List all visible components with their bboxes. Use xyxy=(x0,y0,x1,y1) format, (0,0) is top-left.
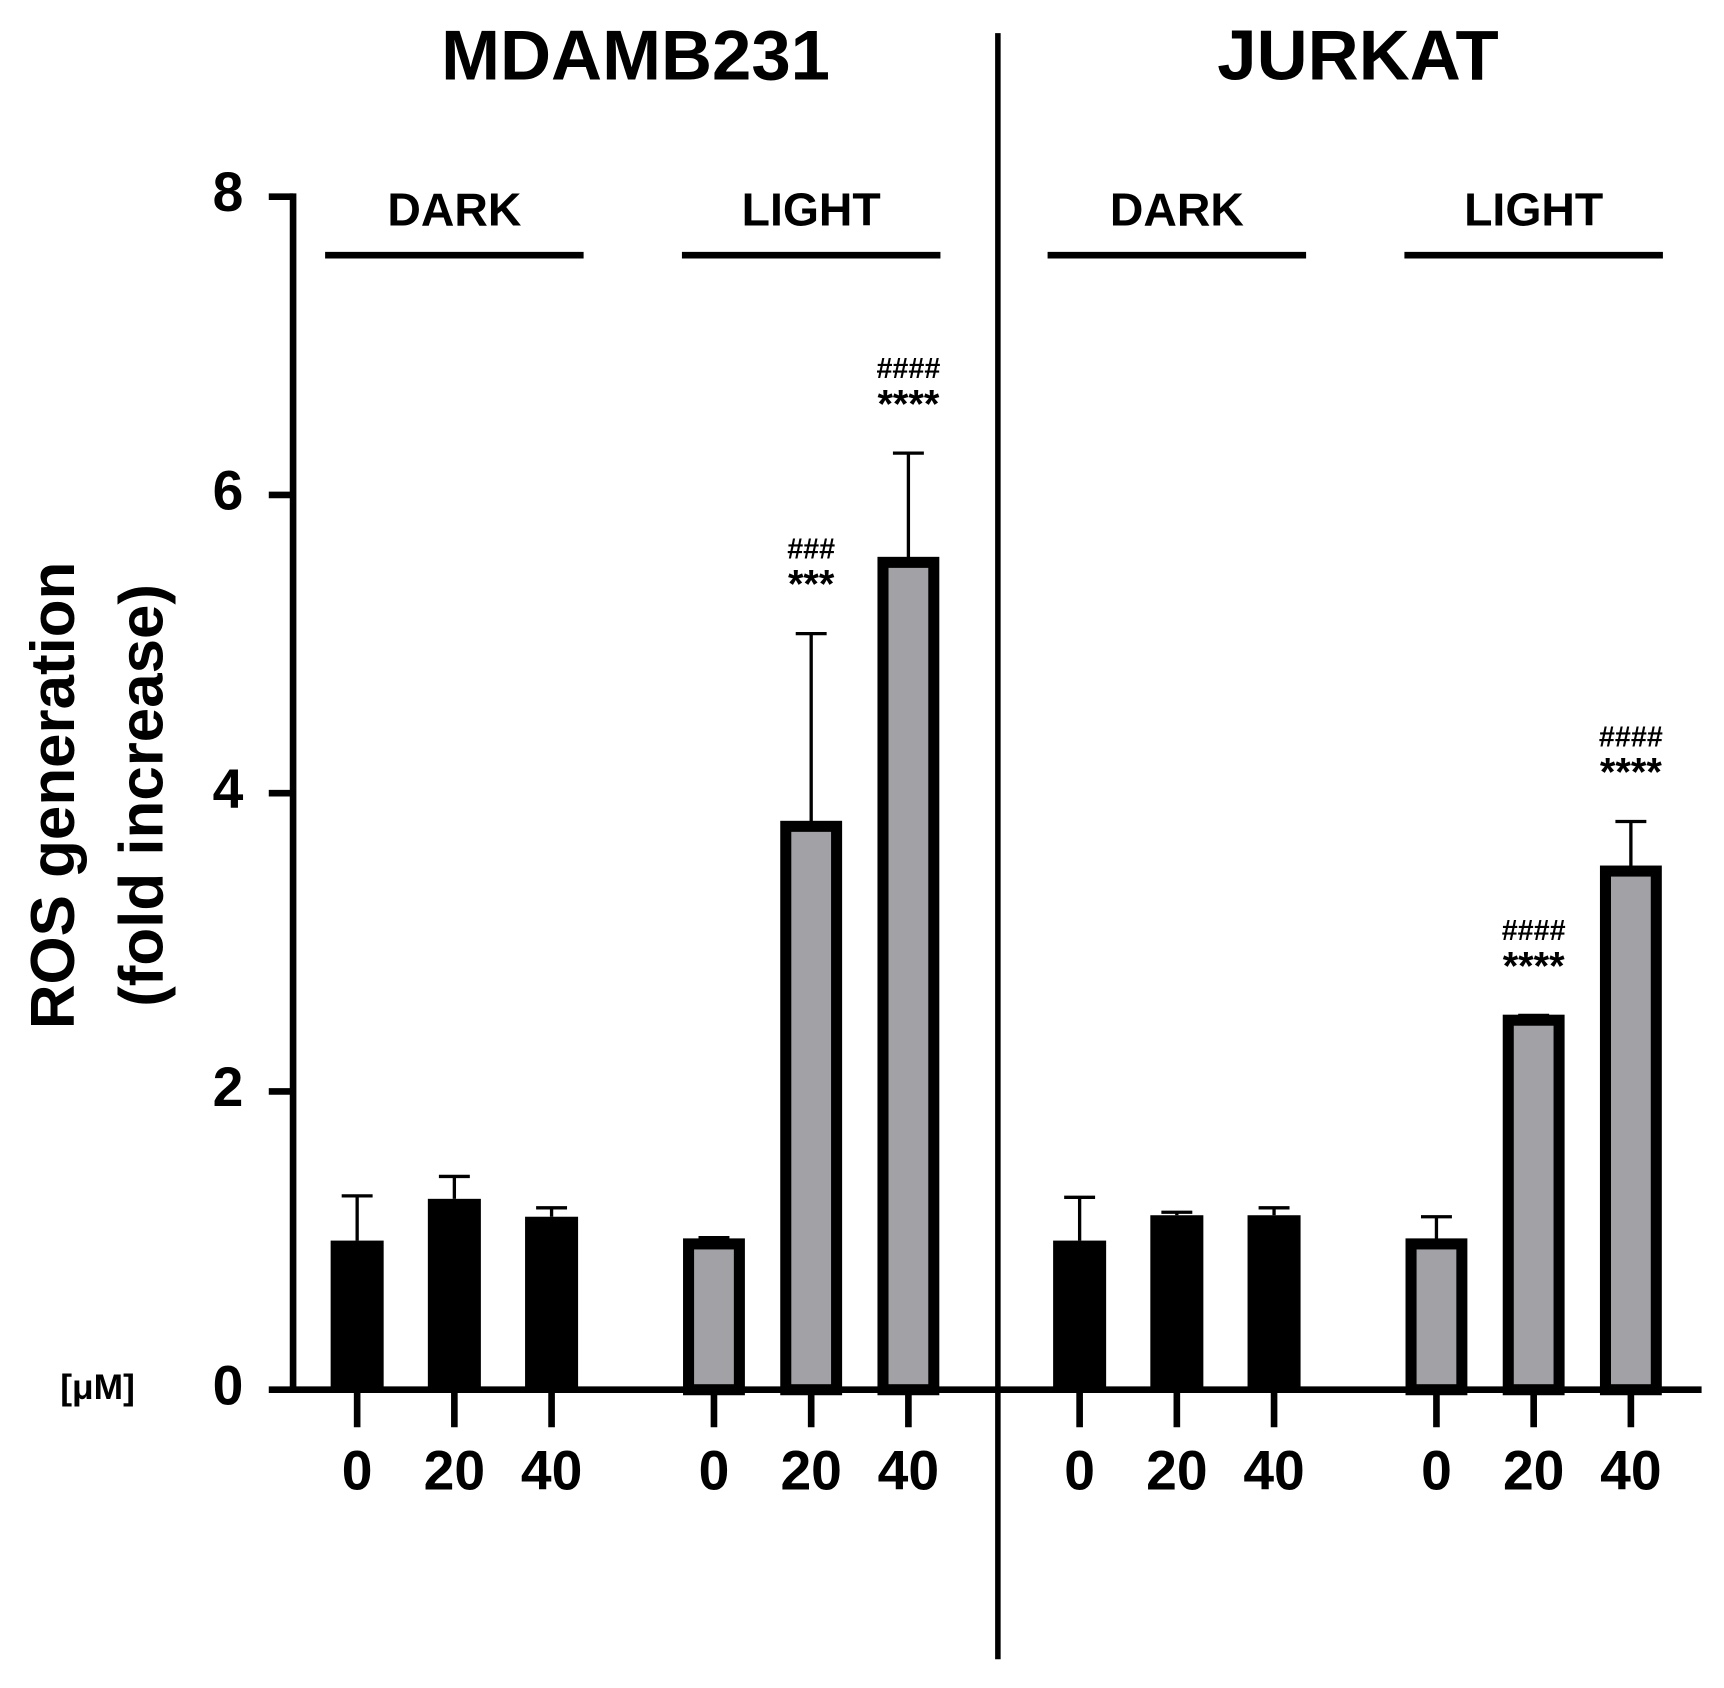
group-label: DARK xyxy=(1110,183,1244,235)
y-label-line: ROS generation xyxy=(19,562,88,1029)
bar xyxy=(683,1238,745,1396)
panel-title: MDAMB231 xyxy=(441,15,830,94)
significance-hash: #### xyxy=(876,353,940,385)
y-tick-label: 2 xyxy=(213,1056,244,1118)
significance-stars: **** xyxy=(1503,944,1565,988)
y-tick-label: 8 xyxy=(213,161,244,223)
x-tick-label: 20 xyxy=(780,1439,841,1501)
bar xyxy=(330,1240,384,1390)
y-tick-label: 0 xyxy=(213,1354,244,1416)
bar xyxy=(1247,1215,1301,1390)
bar xyxy=(1502,1014,1565,1396)
bar xyxy=(1599,865,1662,1396)
bar xyxy=(1053,1240,1107,1390)
bar xyxy=(525,1216,579,1390)
significance-hash: ### xyxy=(787,533,835,565)
bar xyxy=(1405,1238,1468,1396)
x-tick-label: 0 xyxy=(1064,1439,1095,1501)
x-tick-label: 20 xyxy=(1503,1439,1564,1501)
group-label: LIGHT xyxy=(1464,183,1603,235)
significance-stars: **** xyxy=(877,382,939,426)
x-tick-label: 40 xyxy=(878,1439,939,1501)
group-label: DARK xyxy=(387,183,521,235)
panel-title: JURKAT xyxy=(1217,15,1498,94)
x-tick-label: 40 xyxy=(1600,1439,1661,1501)
bar xyxy=(427,1198,481,1390)
significance-hash: #### xyxy=(1502,915,1566,947)
x-tick-label: 20 xyxy=(1146,1439,1207,1501)
x-tick-label: 20 xyxy=(424,1439,485,1501)
bar xyxy=(877,556,940,1396)
y-tick-label: 4 xyxy=(213,758,244,820)
bar xyxy=(780,820,843,1396)
y-label-line: (fold increase) xyxy=(107,584,176,1007)
x-tick-label: 0 xyxy=(342,1439,373,1501)
y-axis-title: ROS generation (fold increase) xyxy=(19,562,176,1029)
x-tick-label: 0 xyxy=(1421,1439,1452,1501)
group-label: LIGHT xyxy=(742,183,881,235)
x-unit-label: [μM] xyxy=(60,1368,135,1407)
y-tick-label: 6 xyxy=(213,460,244,522)
x-tick-label: 0 xyxy=(699,1439,730,1501)
significance-stars: *** xyxy=(788,563,835,607)
x-tick-label: 40 xyxy=(1243,1439,1304,1501)
x-tick-label: 40 xyxy=(521,1439,582,1501)
significance-hash: #### xyxy=(1599,721,1663,753)
significance-stars: **** xyxy=(1600,751,1662,795)
bar xyxy=(1150,1215,1204,1390)
